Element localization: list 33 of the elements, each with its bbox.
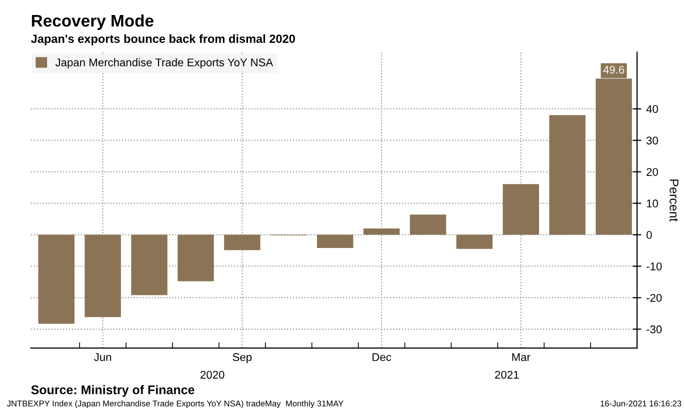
bar bbox=[363, 228, 400, 235]
bar bbox=[410, 214, 446, 235]
y-tick-label: -20 bbox=[646, 294, 662, 302]
bar bbox=[502, 184, 540, 235]
bar bbox=[84, 234, 121, 318]
y-axis-title: Percent bbox=[670, 180, 678, 222]
bar bbox=[224, 234, 260, 250]
bar bbox=[131, 234, 168, 296]
text: 2020 bbox=[200, 370, 224, 379]
y-tick-label: 30 bbox=[646, 136, 658, 144]
x-tick-label: Mar bbox=[512, 353, 530, 362]
x-tick-label: Sep bbox=[232, 353, 252, 364]
text: 2021 bbox=[495, 370, 519, 379]
x-tick-label: Jun bbox=[94, 353, 112, 362]
source-note: Source: Ministry of Finance bbox=[31, 385, 194, 397]
x-tick-label: Dec bbox=[372, 353, 392, 362]
y-tick-label: 20 bbox=[646, 168, 658, 176]
bar bbox=[549, 115, 586, 235]
text: 16-Jun-2021 16:16:23 bbox=[600, 400, 682, 406]
bar bbox=[178, 234, 214, 282]
y-tick-label: 0 bbox=[646, 231, 652, 239]
text: JNTBEXPY Index (Japan Merchandise Trade Exports YoY NSA) tradeMay Monthly 31MAY bbox=[6, 400, 344, 408]
legend-label: Japan Merchandise Trade Exports YoY NSA bbox=[55, 58, 274, 69]
bar bbox=[38, 234, 74, 324]
chart-subtitle: Japan's exports bounce back from dismal 2020 bbox=[31, 34, 295, 46]
data-label: 49.6 bbox=[603, 66, 624, 74]
y-tick-label: 10 bbox=[646, 200, 658, 208]
y-tick-label: -10 bbox=[646, 262, 662, 270]
bar bbox=[456, 234, 493, 249]
y-tick-label: 40 bbox=[646, 105, 658, 113]
y-tick-label: -30 bbox=[646, 325, 662, 334]
chart-title: Recovery Mode bbox=[32, 14, 154, 30]
bar bbox=[316, 234, 354, 248]
